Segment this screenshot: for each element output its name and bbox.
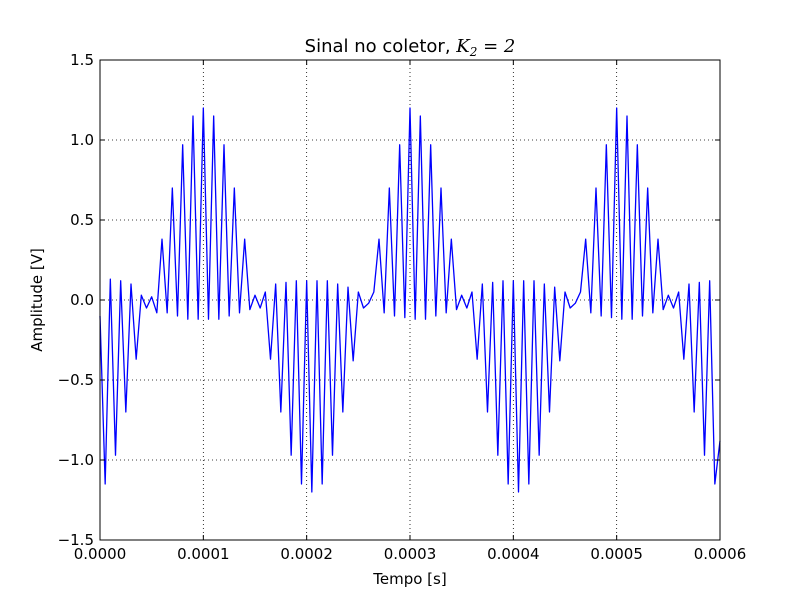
x-tick-label: 0.0006 [694,545,747,563]
x-tick-label: 0.0004 [487,545,540,563]
y-tick-label: −0.5 [58,371,94,389]
x-tick-label: 0.0000 [74,545,127,563]
x-tick-label: 0.0005 [590,545,643,563]
y-tick-label: 0.5 [70,211,94,229]
y-tick-label: 1.5 [70,51,94,69]
y-tick-label: −1.0 [58,451,94,469]
title-math-symbol: K [455,36,471,57]
y-axis-label: Amplitude [V] [28,248,46,352]
y-axis: −1.5 −1.0 −0.5 0.0 0.5 1.0 1.5 [58,51,720,549]
x-axis-label: Tempo [s] [372,570,446,588]
chart-title: Sinal no coletor, K2 = 2 [305,36,516,59]
y-tick-label: −1.5 [58,531,94,549]
x-axis: 0.0000 0.0001 0.0002 0.0003 0.0004 0.0005 0.00… [74,60,747,563]
y-tick-label: 1.0 [70,131,94,149]
title-math-value: = 2 [477,36,515,57]
x-tick-label: 0.0003 [384,545,437,563]
y-tick-label: 0.0 [70,291,94,309]
series-layer [99,107,721,493]
x-tick-label: 0.0001 [177,545,230,563]
title-math-subscript: 2 [469,45,478,59]
x-tick-label: 0.0002 [280,545,333,563]
series-line [99,107,721,493]
